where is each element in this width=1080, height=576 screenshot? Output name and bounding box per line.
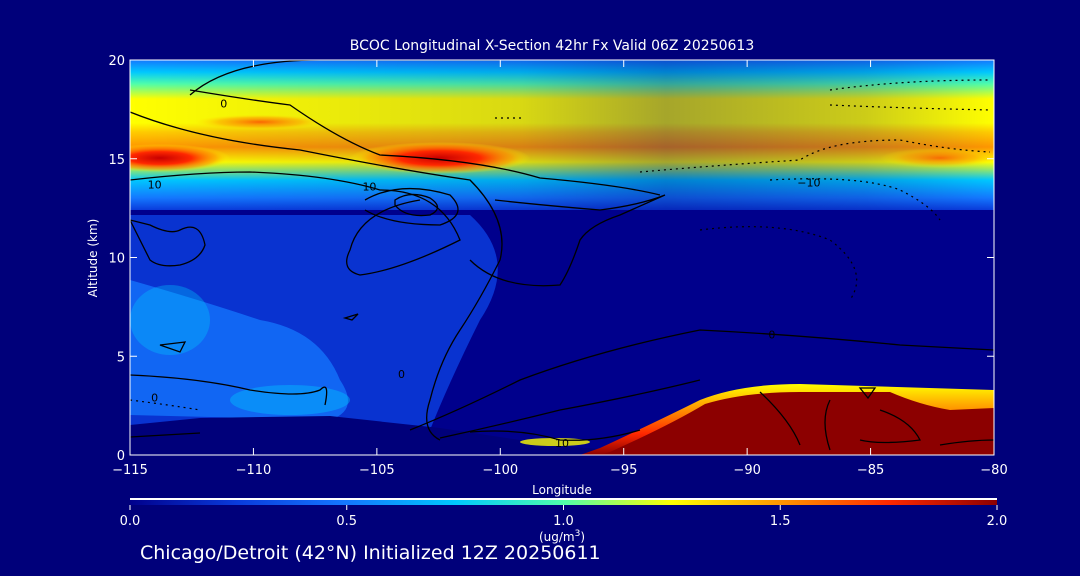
contour-lines (130, 60, 994, 451)
chart-title: BCOC Longitudinal X-Section 42hr Fx Vali… (350, 38, 754, 54)
colorbar-units-superscript: 3 (575, 529, 581, 539)
dotted-contours (130, 79, 991, 411)
colorbar-tick-label: 0.5 (336, 514, 357, 529)
contour-line (394, 193, 439, 217)
contour-label: 10 (555, 437, 569, 450)
y-tick-label: 20 (108, 54, 125, 69)
contour-label: 10 (362, 180, 376, 193)
dotted-contour (699, 226, 858, 301)
colorbar: 0.0 0.5 1.0 1.5 2.0 (ug/m3) (120, 498, 1008, 544)
contour-label: 10 (148, 178, 162, 191)
x-tick-label: −100 (482, 463, 518, 478)
terrain-mask (130, 416, 994, 455)
colorbar-frame-top (130, 498, 997, 500)
contour-line (439, 379, 701, 439)
contour-line (858, 387, 877, 400)
contour-line (939, 439, 994, 446)
colorbar-tick-label: 0.0 (120, 514, 141, 529)
contour-line (409, 329, 994, 431)
colorbar-units-text: (ug/m (539, 530, 575, 544)
upper-band-fade (130, 60, 994, 210)
figure-caption: Chicago/Detroit (42°N) Initialized 12Z 2… (140, 542, 601, 564)
band-hotspot-east (880, 148, 994, 168)
contour-line (130, 111, 503, 441)
contour-line (469, 194, 666, 287)
colorbar-ticks: 0.0 0.5 1.0 1.5 2.0 (120, 505, 1008, 529)
contour-label: 0 (398, 368, 405, 381)
dotted-contour (829, 104, 991, 111)
contour-line (130, 171, 461, 276)
dotted-contour (130, 399, 201, 411)
x-axis-label: Longitude (532, 483, 592, 497)
y-axis-ticks: 0 5 10 15 20 (108, 54, 994, 464)
band-hotspot-upper (190, 114, 330, 130)
colorbar-tick-label: 2.0 (987, 514, 1008, 529)
contour-line (364, 187, 459, 226)
colorbar-tick-label: 1.5 (770, 514, 791, 529)
mid-level-plume-light (130, 280, 348, 420)
x-tick-label: −105 (359, 463, 395, 478)
x-axis-ticks: −115 −110 −105 −100 −95 −90 −85 −80 (112, 60, 1008, 478)
x-tick-label: −80 (980, 463, 1007, 478)
x-tick-label: −85 (857, 463, 884, 478)
contour-label: 0 (220, 97, 227, 110)
y-axis-label: Altitude (km) (86, 219, 100, 298)
contour-line (159, 341, 187, 353)
contour-line (130, 374, 328, 406)
y-tick-label: 0 (117, 449, 125, 464)
contour-line (130, 432, 201, 438)
colorbar-units: (ug/m3) (539, 529, 585, 544)
contour-line (342, 313, 359, 321)
colorbar-units-close: ) (580, 530, 585, 544)
colorbar-tick-label: 1.0 (553, 514, 574, 529)
x-tick-label: −95 (610, 463, 637, 478)
contour-labels: 0 10 10 −10 0 0 0 10 (148, 97, 821, 450)
contour-label: 0 (151, 392, 158, 405)
x-tick-label: −110 (236, 463, 272, 478)
y-tick-label: 10 (108, 252, 125, 267)
contour-line (759, 391, 801, 446)
y-tick-label: 5 (117, 350, 125, 365)
x-tick-label: −90 (733, 463, 760, 478)
y-tick-label: 15 (108, 153, 125, 168)
contour-line (859, 409, 921, 444)
contour-label: −10 (797, 176, 820, 189)
contour-line (189, 89, 661, 196)
band-hotspot-west (130, 144, 230, 172)
boundary-layer-maximum (600, 392, 994, 455)
mid-level-cyan-patch (130, 285, 210, 355)
contour-line (130, 219, 206, 267)
x-tick-label: −115 (112, 463, 148, 478)
heatmap-field (130, 60, 994, 455)
colorbar-gradient (130, 500, 997, 505)
contour-label: 0 (768, 329, 775, 342)
contour-line (824, 399, 831, 451)
low-level-cyan-patch (230, 385, 350, 415)
contour-line (469, 429, 641, 441)
